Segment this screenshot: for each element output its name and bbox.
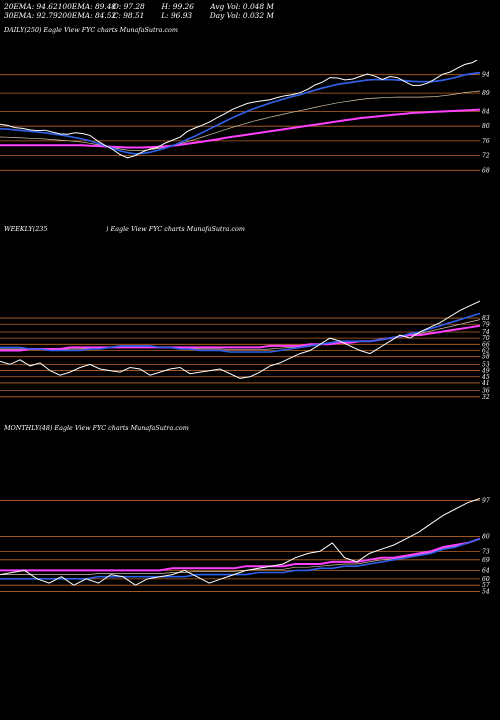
y-tick-label: 54 xyxy=(482,589,490,596)
ema-thin-line xyxy=(0,90,481,151)
y-tick-label: 68 xyxy=(482,167,490,174)
ema-fast-line xyxy=(0,71,481,155)
stat-item: 200EMA: 84.52 xyxy=(57,11,117,20)
y-tick-label: 69 xyxy=(482,557,490,564)
stat-item: Day Vol: 0.032 M xyxy=(209,11,274,20)
y-tick-label: 89 xyxy=(482,90,490,97)
stats-row: 20EMA: 94.62 100EMA: 89.48 O: 97.28 H: 99.2… xyxy=(4,2,274,11)
stat-item: 30EMA: 92.79 xyxy=(4,11,58,20)
weekly-caption-left: WEEKLY(235 xyxy=(4,225,48,233)
y-tick-label: 70 xyxy=(482,335,490,342)
y-tick-label: 76 xyxy=(482,138,490,145)
y-tick-label: 58 xyxy=(482,354,490,361)
price-line xyxy=(0,60,478,159)
y-tick-label: 74 xyxy=(482,329,490,336)
stat-item: C: 98.51 xyxy=(112,11,145,20)
ema-slow-line xyxy=(0,537,481,572)
stat-item: O: 97.28 xyxy=(112,2,145,11)
stat-item: L: 96.93 xyxy=(161,11,193,20)
y-tick-label: 97 xyxy=(482,498,490,505)
y-tick-label: 57 xyxy=(482,582,490,589)
daily-caption: DAILY(250) Eagle View FYC charts MunafaS… xyxy=(4,26,178,34)
stat-item: H: 99.26 xyxy=(161,2,194,11)
weekly-caption-right: ) Eagle View FYC charts MunafaSutra.com xyxy=(106,225,245,233)
y-tick-label: 45 xyxy=(481,374,490,381)
daily-chart: 94 89 84 80 76 72 68 xyxy=(0,60,490,174)
ema-thin-line xyxy=(0,313,481,353)
y-tick-label: 80 xyxy=(482,534,490,541)
y-tick-label: 84 xyxy=(482,108,490,115)
y-tick-label: 60 xyxy=(482,576,490,583)
y-tick-label: 36 xyxy=(482,388,490,395)
monthly-caption: MONTHLY(48) Eagle View FYC charts Munafa… xyxy=(4,424,189,432)
y-tick-label: 62 xyxy=(482,348,490,355)
y-tick-label: 41 xyxy=(481,380,490,387)
ema-fast-line xyxy=(0,537,481,580)
y-tick-label: 83 xyxy=(482,315,490,322)
stat-item: Avg Vol: 0.048 M xyxy=(210,2,274,11)
y-tick-label: 72 xyxy=(482,153,490,160)
y-tick-label: 32 xyxy=(482,394,490,401)
stat-item: 20EMA: 94.62 xyxy=(4,2,58,11)
y-tick-label: 53 xyxy=(482,361,490,368)
price-line xyxy=(0,498,481,586)
y-tick-label: 79 xyxy=(482,321,490,328)
stat-item: 100EMA: 89.48 xyxy=(57,2,117,11)
y-tick-label: 66 xyxy=(482,341,490,348)
ema-slow-line xyxy=(0,108,481,149)
y-tick-label: 80 xyxy=(482,123,490,130)
stats-row: 30EMA: 92.79 200EMA: 84.52 C: 98.51 L: 96.9… xyxy=(4,11,274,20)
y-tick-label: 49 xyxy=(481,368,490,375)
stats-header: 20EMA: 94.62 100EMA: 89.48 O: 97.28 H: 99.2… xyxy=(4,2,274,20)
ema-thin-line xyxy=(0,538,481,575)
y-tick-label: 73 xyxy=(482,548,490,555)
price-line xyxy=(0,300,481,379)
y-tick-label: 94 xyxy=(482,72,490,79)
ema-fast-line xyxy=(0,312,481,353)
y-tick-label: 64 xyxy=(482,567,490,574)
